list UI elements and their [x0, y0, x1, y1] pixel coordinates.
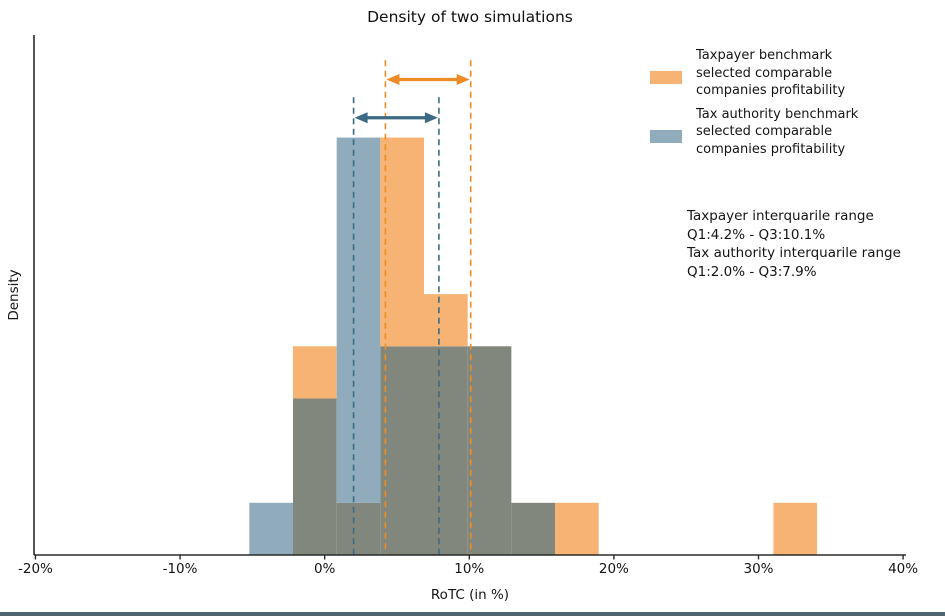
- bar-overlap-segment: [424, 346, 468, 555]
- taxpayer-iqr-arrow-right-head: [456, 74, 470, 86]
- x-tick-labels: -20% -10% 0% 10% 20% 30% 40%: [0, 561, 945, 581]
- taxpayer-legend-swatch: [650, 71, 682, 84]
- x-axis-label: RoTC (in %): [430, 587, 510, 603]
- bar-taxpayer-segment: [555, 502, 599, 555]
- chart-title: Density of two simulations: [367, 8, 573, 26]
- tax-authority-legend-label: Tax authority benchmark selected compara…: [696, 106, 859, 157]
- taxpayer-legend-label: Taxpayer benchmark selected comparable c…: [696, 48, 846, 98]
- x-tick-label: -10%: [162, 561, 198, 577]
- bar-overlap-segment: [467, 346, 512, 555]
- x-tick-label: 20%: [598, 561, 629, 577]
- bar-overlap-segment: [292, 398, 337, 555]
- legend: Taxpayer benchmark selected comparable c…: [650, 47, 930, 164]
- x-tick-label: 30%: [743, 561, 774, 577]
- x-tick-label: 10%: [454, 561, 485, 577]
- bar-overlap-segment: [511, 502, 556, 555]
- y-axis-label: Density: [6, 269, 22, 321]
- bar-taxpayer-segment: [773, 502, 818, 555]
- bar-overlap-segment: [380, 346, 425, 555]
- bar-taxpayer-segment: [424, 294, 468, 347]
- x-tick-label: -20%: [17, 561, 53, 577]
- x-tick-label: 0%: [313, 561, 336, 577]
- tax-authority-iqr-arrow-right-head: [424, 112, 438, 124]
- bar-tax-authority-segment: [336, 137, 381, 503]
- x-tick-label: 40%: [888, 561, 919, 577]
- window-bottom-border: [0, 612, 945, 616]
- legend-entry-tax-authority: Tax authority benchmark selected compara…: [650, 106, 930, 159]
- bar-taxpayer-segment: [292, 346, 337, 399]
- interquartile-range-annotation: Taxpayer interquarile range Q1:4.2% - Q3…: [687, 208, 901, 280]
- bar-taxpayer-segment: [380, 137, 425, 347]
- tax-authority-legend-swatch: [650, 129, 682, 143]
- tax-authority-iqr-arrow-left-head: [354, 112, 368, 124]
- bar-overlap-segment: [336, 502, 381, 555]
- legend-entry-taxpayer: Taxpayer benchmark selected comparable c…: [650, 47, 930, 100]
- bar-tax-authority-segment: [249, 502, 293, 555]
- taxpayer-iqr-arrow-left-head: [386, 74, 400, 86]
